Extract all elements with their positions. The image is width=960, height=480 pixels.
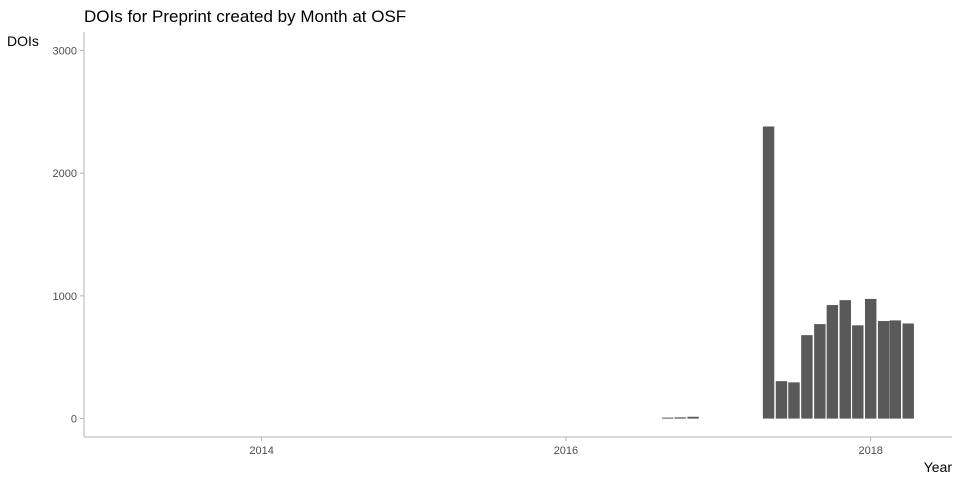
x-tick-label: 2018 — [858, 445, 882, 457]
bar-2017-10 — [826, 305, 839, 419]
bar-2018-04 — [902, 323, 914, 419]
bar-2016-11 — [687, 416, 699, 419]
bar-2016-09 — [661, 417, 674, 419]
y-tick-label: 1000 — [53, 291, 77, 303]
bar-2017-06 — [775, 381, 788, 419]
bar-2017-05 — [762, 126, 775, 419]
bar-2018-01 — [864, 298, 877, 419]
y-ticks-layer: 0 1000 2000 3000 — [53, 45, 84, 426]
bar-2018-03 — [889, 320, 902, 419]
y-axis-label: DOIs — [7, 33, 39, 49]
x-ticks-layer: 2014 2016 2018 — [249, 437, 883, 457]
x-tick-label: 2014 — [249, 445, 273, 457]
y-tick-label: 2000 — [53, 168, 77, 180]
bars-layer — [661, 126, 914, 419]
bar-2017-12 — [852, 325, 864, 419]
y-tick-label: 0 — [71, 414, 77, 426]
y-tick-label: 3000 — [53, 45, 77, 57]
bar-2017-07 — [788, 382, 800, 419]
bar-2017-11 — [839, 300, 851, 419]
x-tick-label: 2016 — [554, 445, 578, 457]
bar-2016-10 — [674, 417, 686, 419]
bar-2017-08 — [801, 335, 813, 419]
chart-title: DOIs for Preprint created by Month at OS… — [84, 7, 406, 26]
bar-2017-09 — [814, 324, 826, 419]
x-axis-label: Year — [924, 459, 953, 475]
bar-2018-02 — [877, 321, 890, 419]
